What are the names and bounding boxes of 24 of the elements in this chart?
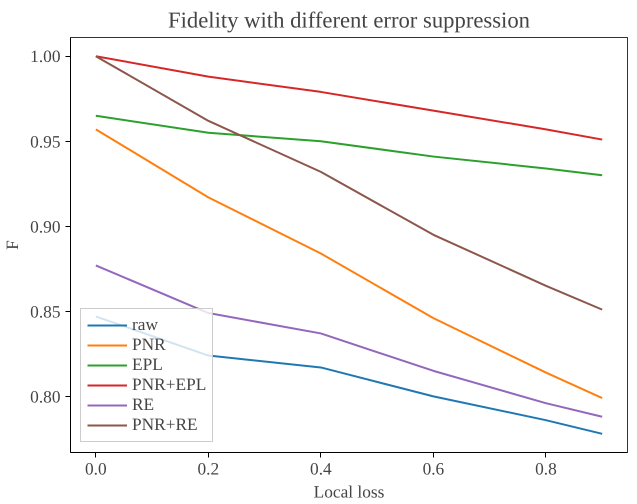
y-tick-label: 0.85 [30,302,61,322]
y-tick-label: 0.90 [30,217,61,236]
line-series [94,128,604,400]
x-tick-label: 0.8 [535,460,557,478]
legend-label: PNR [132,335,166,355]
line-series [94,55,604,141]
legend-label: RE [132,395,154,415]
chart-title: Fidelity with different error suppression [168,8,530,32]
x-axis-title: Local loss [314,482,385,502]
y-tick-label: 0.95 [30,132,61,152]
x-tick-label: 0.2 [198,460,220,478]
y-axis-title: F [3,240,22,250]
legend-label: PNR+RE [132,415,198,435]
y-tick-label: 1.00 [30,47,61,66]
y-tick-label: 0.80 [30,387,61,406]
legend-label: EPL [132,355,163,375]
line-series [94,114,604,176]
line-series [94,55,604,311]
legend-label: PNR+EPL [132,375,206,395]
x-tick-label: 0.6 [422,460,445,478]
x-tick-label: 0.0 [84,460,107,478]
x-tick-label: 0.4 [310,460,332,478]
line-series [94,264,604,418]
legend-label: raw [132,315,158,335]
